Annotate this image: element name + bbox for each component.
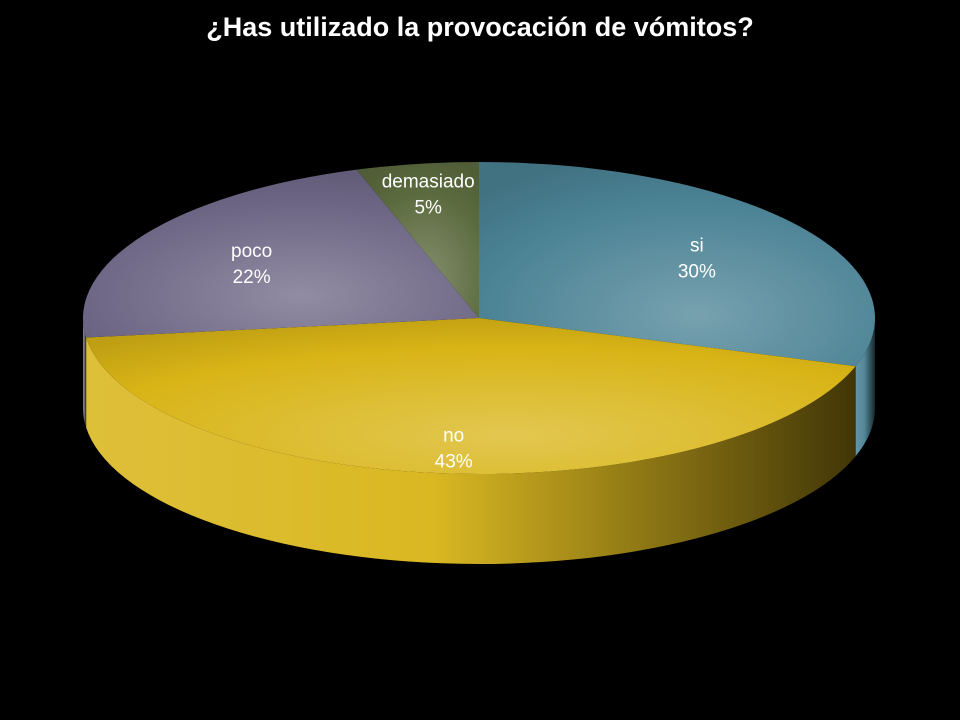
slice-no	[86, 318, 856, 475]
pie-tops	[82, 162, 875, 475]
slice-side-si	[855, 318, 875, 457]
slice-value-si: 30%	[678, 262, 716, 283]
slice-label-no: no	[443, 426, 464, 447]
slice-label-si: si	[690, 236, 704, 257]
slice-label-demasiado: demasiado	[382, 172, 475, 193]
slice-value-no: 43%	[435, 452, 473, 473]
slice-label-poco: poco	[231, 241, 272, 262]
pie-sides	[83, 318, 875, 564]
slice-value-demasiado: 5%	[414, 198, 442, 219]
pie-labels: si 30% no 43% poco 22% demasiado 5%	[231, 172, 716, 473]
chart-title: ¿Has utilizado la provocación de vómitos…	[206, 12, 754, 42]
slice-si	[479, 162, 875, 367]
slice-value-poco: 22%	[233, 267, 271, 288]
slice-side-poco	[83, 318, 87, 428]
slice-side-no	[86, 337, 856, 564]
slice-demasiado	[356, 162, 479, 318]
slice-poco	[82, 169, 479, 338]
